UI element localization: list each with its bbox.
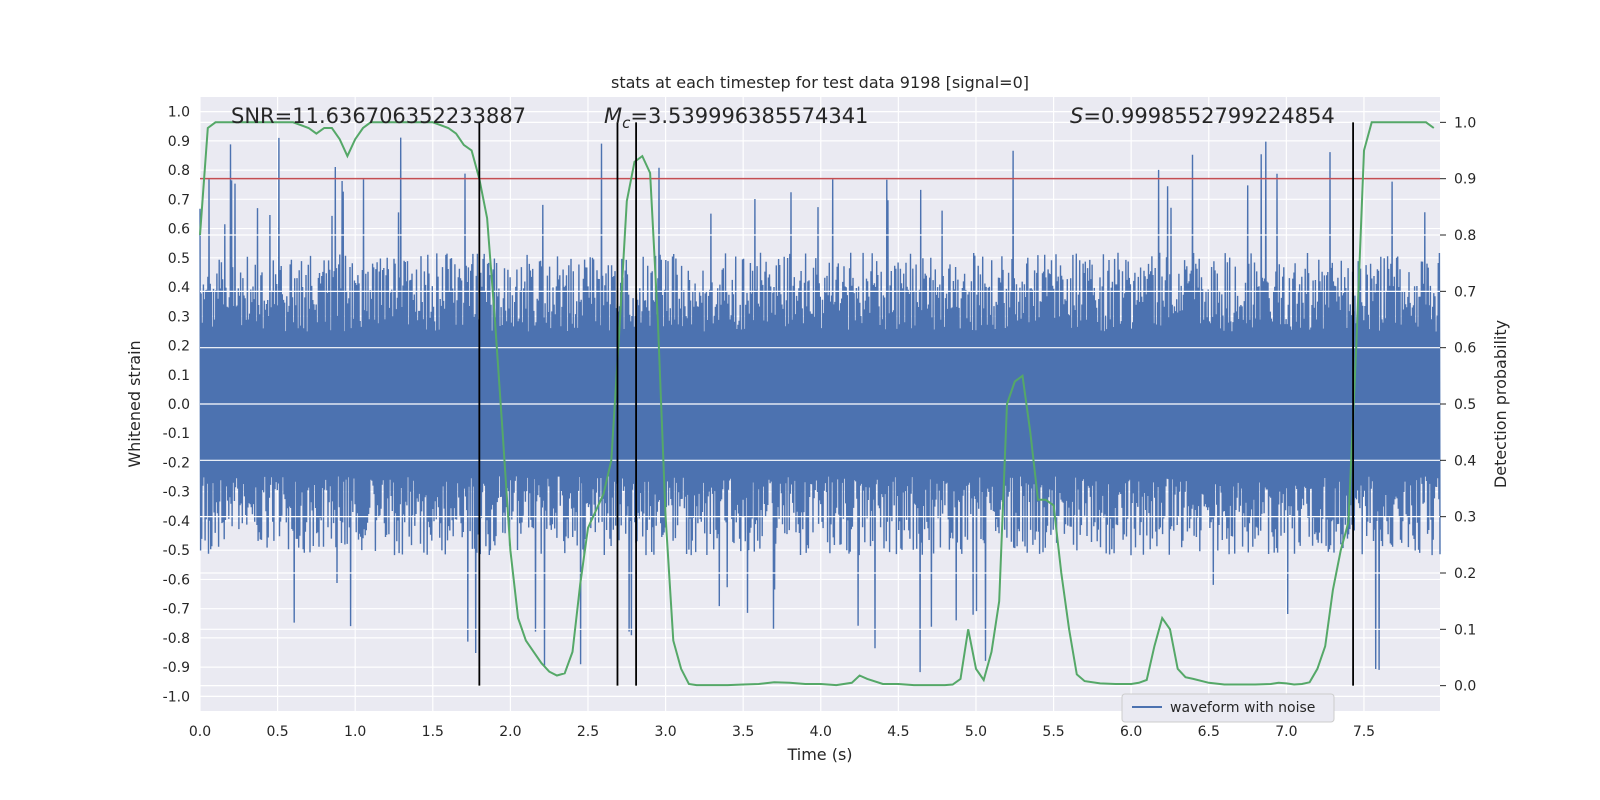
- y2-tick-label: 0.6: [1454, 341, 1476, 357]
- series-detection-probability: [199, 121, 1435, 687]
- x-tick-label: 3.5: [732, 724, 754, 740]
- x-tick-label: 4.0: [810, 724, 832, 740]
- legend-box: [1121, 693, 1335, 723]
- y-tick-label: -0.6: [163, 572, 190, 588]
- y2-axis-title: Detection probability: [1491, 320, 1510, 488]
- y-tick-label: 1.0: [168, 105, 190, 121]
- s-value: =0.9998552799224854: [1083, 104, 1334, 128]
- vertical-lines: [478, 122, 1354, 686]
- snr-annotation: SNR=11.636706352233887: [231, 104, 526, 128]
- y2-tick-label: 0.1: [1454, 622, 1476, 638]
- x-tick-label: 2.5: [577, 724, 599, 740]
- x-tick-label: 3.0: [654, 724, 676, 740]
- y-tick-label: -0.9: [163, 660, 190, 676]
- y-tick-label: -0.8: [163, 631, 190, 647]
- y2-tick-label: 0.9: [1454, 172, 1476, 188]
- y-tick-label: 0.8: [168, 163, 190, 179]
- horizontal-lines: [200, 121, 1440, 687]
- legend-label: waveform with noise: [1170, 700, 1315, 716]
- x-tick-label: 4.5: [887, 724, 909, 740]
- y-tick-label: -0.7: [163, 602, 190, 618]
- y-tick-label: 0.6: [168, 222, 190, 238]
- y2-tick-label: 0.0: [1454, 679, 1476, 695]
- y-tick-label: 0.1: [168, 368, 190, 384]
- y2-tick-label: 1.0: [1454, 115, 1476, 131]
- x-axis-title: Time (s): [786, 745, 852, 764]
- y-tick-label: -0.5: [163, 543, 190, 559]
- detection-probability-path: [199, 121, 1435, 687]
- x-tick-label: 0.0: [189, 724, 211, 740]
- y-axis-title: Whitened strain: [125, 340, 144, 467]
- y-tick-label: -0.4: [163, 514, 190, 530]
- y-tick-label: 0.0: [168, 397, 190, 413]
- y2-tick-label: 0.3: [1454, 510, 1476, 526]
- y-tick-label: -1.0: [163, 689, 190, 705]
- y-tick-label: 0.3: [168, 309, 190, 325]
- y-tick-label: -0.2: [163, 455, 190, 471]
- y2-tick-label: 0.7: [1454, 284, 1476, 300]
- chirp-mass-value: =3.539996385574341: [630, 104, 868, 128]
- y2-tick-label: 0.5: [1454, 397, 1476, 413]
- x-tick-label: 6.0: [1120, 724, 1142, 740]
- y-tick-label: 0.4: [168, 280, 190, 296]
- x-tick-label: 6.5: [1198, 724, 1220, 740]
- chirp-mass-subscript: c: [622, 114, 631, 132]
- y-tick-label: 0.2: [168, 339, 190, 355]
- y-tick-label: -0.3: [163, 485, 190, 501]
- y2-tick-label: 0.4: [1454, 453, 1476, 469]
- legend: waveform with noise: [1121, 693, 1335, 723]
- x-tick-label: 5.5: [1042, 724, 1064, 740]
- y2-tick-label: 0.2: [1454, 566, 1476, 582]
- s-annotation: S=0.9998552799224854: [1070, 104, 1335, 128]
- x-tick-label: 0.5: [266, 724, 288, 740]
- y-tick-label: 0.5: [168, 251, 190, 267]
- x-tick-label: 7.5: [1353, 724, 1375, 740]
- x-tick-label: 1.5: [422, 724, 444, 740]
- s-symbol: S: [1070, 104, 1083, 128]
- chart-title: stats at each timestep for test data 919…: [611, 73, 1029, 92]
- y2-tick-label: 0.8: [1454, 228, 1476, 244]
- y-tick-labels: -1.0 -0.9 -0.8 -0.7 -0.6 -0.5 -0.4 -0.3 -0.2 -0.1…: [163, 105, 190, 706]
- y-tick-label: 0.7: [168, 192, 190, 208]
- y-tick-label: 0.9: [168, 134, 190, 150]
- y2-tick-labels: 0.0 0.1 0.2 0.3 0.4 0.5 0.6 0.7 0.8 0.9 1.0: [1440, 115, 1476, 695]
- x-tick-label: 2.0: [499, 724, 521, 740]
- x-tick-label: 7.0: [1275, 724, 1297, 740]
- y-tick-label: -0.1: [163, 426, 190, 442]
- x-tick-labels: 0.0 0.5 1.0 1.5 2.0 2.5 3.0 3.5 4.0 4.5 5.0 5.5 6.0 6…: [189, 724, 1375, 740]
- x-tick-label: 1.0: [344, 724, 366, 740]
- chirp-mass-annotation: Mc=3.539996385574341: [604, 104, 868, 132]
- chirp-mass-symbol: M: [604, 104, 622, 128]
- x-tick-label: 5.0: [965, 724, 987, 740]
